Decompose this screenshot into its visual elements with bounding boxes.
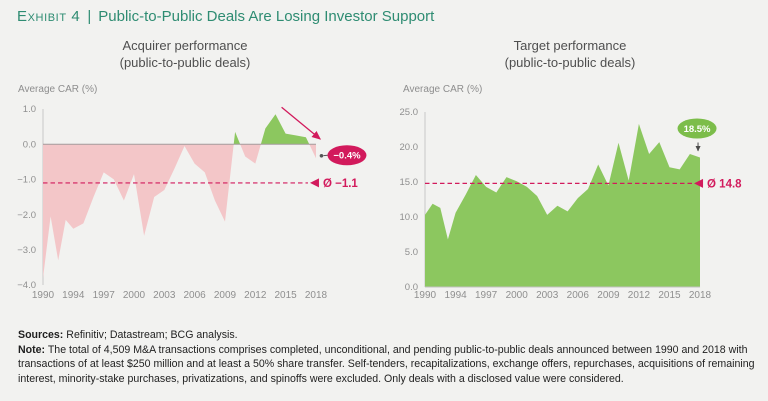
end-value-badge: [677, 118, 717, 139]
x-tick-label: 2018: [305, 290, 328, 301]
average-line-arrowhead: [309, 178, 319, 188]
end-value-badge-label: 18.5%: [684, 124, 711, 135]
title-text: Public-to-Public Deals Are Losing Invest…: [98, 8, 435, 25]
target-chart-title-line1: Target performance: [513, 38, 627, 53]
exhibit-number: Exhibit 4: [17, 8, 81, 25]
x-tick-label: 2009: [214, 290, 237, 301]
note-text: The total of 4,509 M&A transactions comp…: [18, 343, 755, 385]
x-tick-label: 2015: [658, 290, 681, 301]
x-tick-label: 1994: [444, 290, 467, 301]
acquirer-chart-title: Acquirer performance (public-to-public d…: [30, 37, 340, 71]
x-tick-label: 1997: [475, 290, 498, 301]
x-tick-label: 2003: [536, 290, 559, 301]
y-tick-label: 25.0: [400, 107, 419, 118]
y-tick-label: −2.0: [17, 210, 36, 221]
x-tick-label: 1994: [62, 290, 85, 301]
average-value-label: Ø −1.1: [323, 178, 358, 190]
y-tick-label: 5.0: [405, 247, 418, 258]
y-tick-label: −4.0: [17, 280, 36, 291]
acquirer-chart-title-line1: Acquirer performance: [122, 38, 248, 53]
footer-notes: Sources: Refinitiv; Datastream; BCG anal…: [18, 328, 756, 386]
area-negative: [43, 144, 316, 278]
x-tick-label: 2003: [153, 290, 176, 301]
x-tick-label: 2000: [123, 290, 146, 301]
average-line-arrowhead: [694, 178, 704, 188]
x-tick-label: 1997: [93, 290, 116, 301]
y-tick-label: 1.0: [23, 104, 36, 115]
average-value-label: Ø 14.8: [707, 178, 742, 190]
x-tick-label: 2009: [597, 290, 620, 301]
x-tick-label: 2006: [183, 290, 206, 301]
area-positive: [43, 114, 316, 145]
x-tick-label: 2000: [506, 290, 529, 301]
acquirer-chart-title-line2: (public-to-public deals): [119, 55, 251, 71]
acquirer-y-axis-label: Average CAR (%): [18, 84, 98, 95]
y-tick-label: 10.0: [400, 212, 419, 223]
x-tick-label: 1990: [32, 290, 55, 301]
note-label: Note:: [18, 343, 46, 356]
x-tick-label: 2012: [244, 290, 267, 301]
title-separator: |: [87, 8, 92, 25]
y-tick-label: −1.0: [17, 175, 36, 186]
y-tick-label: 0.0: [405, 282, 418, 293]
end-value-badge-label: −0.4%: [333, 151, 361, 162]
x-tick-label: 2018: [689, 290, 712, 301]
y-tick-label: 15.0: [400, 177, 419, 188]
x-tick-label: 2012: [628, 290, 651, 301]
y-tick-label: 0.0: [23, 139, 36, 150]
target-chart-title: Target performance (public-to-public dea…: [415, 37, 725, 71]
badge-connector-dot: [319, 153, 324, 158]
y-tick-label: −3.0: [17, 245, 36, 256]
page-title: Exhibit 4 | Public-to-Public Deals Are Los…: [17, 8, 434, 25]
sources-text: Refinitiv; Datastream; BCG analysis.: [63, 329, 238, 341]
area-positive: [425, 123, 700, 287]
sources-label: Sources:: [18, 329, 64, 341]
target-y-axis-label: Average CAR (%): [403, 84, 483, 95]
x-tick-label: 1990: [414, 290, 437, 301]
end-value-badge: [327, 145, 367, 166]
y-tick-label: 20.0: [400, 142, 419, 153]
trend-arrow: [281, 106, 322, 140]
x-tick-label: 2015: [274, 290, 297, 301]
target-chart-title-line2: (public-to-public deals): [504, 55, 636, 71]
x-tick-label: 2006: [567, 290, 590, 301]
